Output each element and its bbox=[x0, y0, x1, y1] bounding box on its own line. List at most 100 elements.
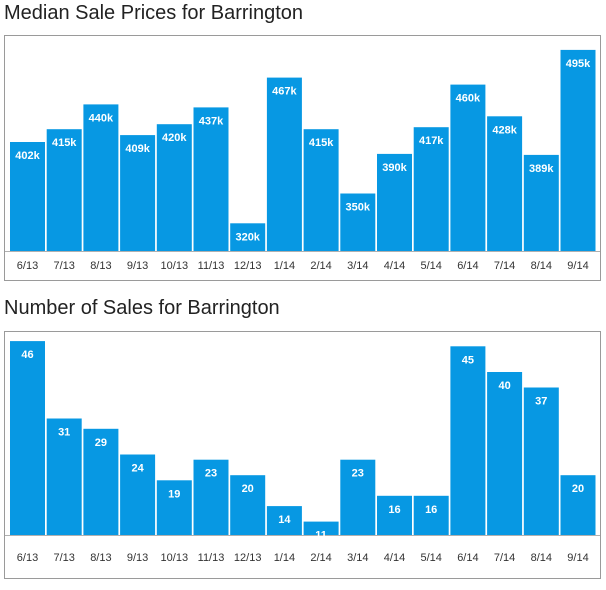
x-tick-label: 9/13 bbox=[127, 260, 148, 272]
bar-value-label: 495k bbox=[566, 58, 591, 70]
bar-7-13 bbox=[46, 418, 82, 535]
x-tick-label: 1/14 bbox=[274, 552, 295, 564]
bar-value-label: 390k bbox=[382, 162, 407, 174]
bar-value-label: 20 bbox=[572, 483, 584, 495]
bar-value-label: 420k bbox=[162, 132, 187, 144]
bar-7-14 bbox=[487, 116, 523, 251]
bar-value-label: 20 bbox=[242, 483, 254, 495]
x-tick-label: 11/13 bbox=[198, 260, 225, 272]
x-tick-label: 5/14 bbox=[420, 260, 441, 272]
bar-2-14 bbox=[303, 521, 339, 535]
bar-value-label: 320k bbox=[235, 231, 260, 243]
bar-8-13 bbox=[83, 104, 119, 252]
x-tick-label: 12/13 bbox=[234, 552, 262, 564]
x-tick-label: 10/13 bbox=[161, 260, 189, 272]
x-tick-label: 8/14 bbox=[531, 552, 552, 564]
bar-value-label: 417k bbox=[419, 135, 444, 147]
bar-value-label: 24 bbox=[131, 463, 144, 475]
chart-title-number-of-sales: Number of Sales for Barrington bbox=[4, 297, 280, 319]
chart-svg-median-sale-prices: 402k 6/13 415k 7/13 440k 8/13 409k 9/13 420k 10/1… bbox=[5, 49, 600, 272]
bar-8-14 bbox=[523, 387, 559, 535]
bar-value-label: 40 bbox=[498, 380, 510, 392]
bar-3-14 bbox=[340, 459, 376, 535]
bar-value-label: 415k bbox=[309, 137, 334, 149]
bar-9-13 bbox=[120, 135, 156, 251]
bar-value-label: 467k bbox=[272, 86, 297, 98]
bar-value-label: 16 bbox=[425, 504, 437, 516]
x-tick-label: 3/14 bbox=[347, 552, 368, 564]
chart-svg-number-of-sales: 46 6/13 31 7/13 29 8/13 24 9/13 19 10/13 23 11/13 20… bbox=[5, 341, 600, 564]
bar-2-14 bbox=[303, 129, 339, 251]
x-tick-label: 7/14 bbox=[494, 552, 515, 564]
bar-5-14 bbox=[413, 127, 449, 251]
x-tick-label: 9/14 bbox=[567, 260, 588, 272]
bar-value-label: 402k bbox=[15, 150, 40, 162]
x-tick-label: 1/14 bbox=[274, 260, 295, 272]
x-tick-label: 7/13 bbox=[53, 260, 74, 272]
bar-8-13 bbox=[83, 428, 119, 535]
bar-7-13 bbox=[46, 129, 82, 251]
bar-7-14 bbox=[487, 372, 523, 535]
bar-6-13 bbox=[10, 341, 45, 535]
bar-value-label: 23 bbox=[352, 468, 364, 480]
bar-9-13 bbox=[120, 454, 156, 535]
x-tick-label: 11/13 bbox=[198, 552, 225, 564]
bar-value-label: 37 bbox=[535, 396, 547, 408]
bar-12-13 bbox=[230, 475, 266, 535]
bar-value-label: 29 bbox=[95, 437, 107, 449]
bar-12-13 bbox=[230, 223, 266, 251]
x-tick-label: 6/13 bbox=[17, 552, 38, 564]
x-tick-label: 8/13 bbox=[90, 260, 111, 272]
bar-4-14 bbox=[377, 153, 412, 251]
bar-value-label: 437k bbox=[199, 115, 224, 127]
chart-median-sale-prices: 402k 6/13 415k 7/13 440k 8/13 409k 9/13 420k 10/1… bbox=[4, 35, 601, 281]
x-tick-label: 5/14 bbox=[420, 552, 441, 564]
bar-value-label: 409k bbox=[125, 143, 150, 155]
bar-value-label: 11 bbox=[315, 530, 327, 542]
bar-value-label: 31 bbox=[58, 427, 70, 439]
bar-6-14 bbox=[450, 84, 486, 251]
x-tick-label: 12/13 bbox=[234, 260, 262, 272]
x-tick-label: 8/14 bbox=[531, 260, 552, 272]
bar-value-label: 460k bbox=[456, 93, 481, 105]
bar-value-label: 415k bbox=[52, 137, 77, 149]
chart-title-median-price: Median Sale Prices for Barrington bbox=[4, 2, 304, 24]
bar-8-14 bbox=[523, 154, 559, 251]
bar-value-label: 46 bbox=[21, 349, 33, 361]
bar-value-label: 16 bbox=[388, 504, 400, 516]
bar-11-13 bbox=[193, 107, 229, 252]
bar-value-label: 389k bbox=[529, 163, 554, 175]
x-tick-label: 6/14 bbox=[457, 552, 478, 564]
x-tick-label: 2/14 bbox=[310, 260, 331, 272]
x-tick-label: 9/13 bbox=[127, 552, 148, 564]
bar-11-13 bbox=[193, 459, 229, 535]
x-tick-label: 2/14 bbox=[310, 552, 331, 564]
x-tick-label: 4/14 bbox=[384, 552, 405, 564]
x-tick-label: 10/13 bbox=[161, 552, 189, 564]
bar-value-label: 428k bbox=[492, 124, 517, 136]
bar-value-label: 19 bbox=[168, 488, 180, 500]
bar-value-label: 440k bbox=[89, 112, 114, 124]
chart-number-of-sales: 46 6/13 31 7/13 29 8/13 24 9/13 19 10/13 23 11/13 20… bbox=[4, 331, 601, 579]
bar-value-label: 14 bbox=[278, 514, 291, 526]
bar-3-14 bbox=[340, 193, 376, 251]
x-tick-label: 4/14 bbox=[384, 260, 405, 272]
bar-10-13 bbox=[156, 124, 192, 251]
x-tick-label: 3/14 bbox=[347, 260, 368, 272]
x-tick-label: 7/14 bbox=[494, 260, 515, 272]
x-tick-label: 8/13 bbox=[90, 552, 111, 564]
bar-6-14 bbox=[450, 346, 486, 535]
x-tick-label: 6/13 bbox=[17, 260, 38, 272]
bar-value-label: 350k bbox=[346, 202, 371, 214]
bar-value-label: 45 bbox=[462, 354, 474, 366]
bar-value-label: 23 bbox=[205, 468, 217, 480]
bar-4-14 bbox=[377, 495, 412, 535]
bar-9-14 bbox=[560, 49, 596, 252]
bar-10-13 bbox=[156, 480, 192, 535]
x-tick-label: 7/13 bbox=[53, 552, 74, 564]
bar-5-14 bbox=[413, 495, 449, 535]
bar-6-13 bbox=[10, 142, 45, 251]
bar-1-14 bbox=[266, 506, 302, 535]
x-tick-label: 9/14 bbox=[567, 552, 588, 564]
bar-1-14 bbox=[266, 77, 302, 251]
